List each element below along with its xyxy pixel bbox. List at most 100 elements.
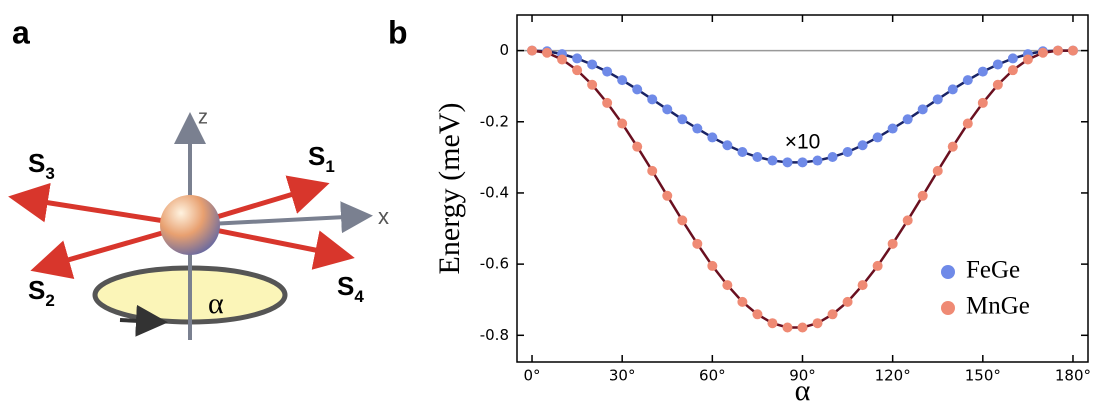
x-tick-label: 0° bbox=[524, 367, 541, 385]
data-point bbox=[572, 53, 583, 64]
data-point bbox=[827, 152, 838, 163]
data-point bbox=[617, 75, 628, 86]
data-point bbox=[812, 155, 823, 166]
data-point bbox=[1007, 53, 1018, 64]
data-point bbox=[737, 296, 748, 307]
atom bbox=[160, 195, 220, 255]
data-point bbox=[872, 132, 883, 143]
y-tick-label: -0.4 bbox=[480, 183, 509, 201]
y-tick-label: -0.6 bbox=[480, 255, 509, 273]
data-point bbox=[707, 260, 718, 271]
data-point bbox=[767, 318, 778, 329]
data-point bbox=[602, 97, 613, 108]
data-point bbox=[722, 280, 733, 291]
data-point bbox=[992, 79, 1003, 90]
svg-text:S4: S4 bbox=[337, 271, 364, 307]
x-tick-label: 120° bbox=[875, 367, 911, 385]
data-point bbox=[932, 94, 943, 105]
data-point bbox=[632, 84, 643, 95]
svg-text:S2: S2 bbox=[28, 275, 55, 311]
data-point bbox=[917, 190, 928, 201]
data-point bbox=[857, 280, 868, 291]
data-point bbox=[647, 165, 658, 176]
data-point bbox=[572, 65, 583, 76]
plot-frame bbox=[516, 14, 1089, 363]
data-point bbox=[977, 66, 988, 77]
y-axis-label: Energy (meV) bbox=[433, 103, 466, 275]
diagram: z x α S1 S2 S3 S4 bbox=[8, 106, 389, 340]
panel-label: b bbox=[388, 14, 408, 50]
panel-label: a bbox=[12, 14, 30, 50]
data-point bbox=[857, 140, 868, 151]
data-point bbox=[737, 147, 748, 158]
data-point bbox=[632, 141, 643, 152]
data-point bbox=[842, 147, 853, 158]
data-point bbox=[842, 296, 853, 307]
data-point bbox=[542, 47, 553, 58]
legend-label: MnGe bbox=[966, 293, 1030, 320]
y-tick-label: -0.2 bbox=[480, 112, 509, 130]
data-point bbox=[752, 309, 763, 320]
spin-label: S bbox=[28, 275, 45, 305]
data-point bbox=[557, 54, 568, 65]
spin-subscript: 2 bbox=[45, 291, 54, 310]
data-point bbox=[647, 94, 658, 105]
data-point bbox=[677, 215, 688, 226]
data-point bbox=[752, 152, 763, 163]
data-point bbox=[887, 238, 898, 249]
data-point bbox=[872, 260, 883, 271]
data-point bbox=[602, 66, 613, 77]
data-point bbox=[992, 59, 1003, 70]
data-point bbox=[827, 309, 838, 320]
legend-marker bbox=[941, 265, 955, 279]
spin-labels: S1 S2 S3 S4 bbox=[28, 141, 364, 311]
x-tick-label: 150° bbox=[965, 367, 1001, 385]
data-point bbox=[962, 75, 973, 86]
data-point bbox=[797, 157, 808, 168]
data-point bbox=[692, 238, 703, 249]
x-tick-label: 90° bbox=[789, 367, 816, 385]
spin-label: S bbox=[337, 271, 354, 301]
data-point bbox=[797, 322, 808, 333]
data-point bbox=[947, 84, 958, 95]
angle-label: α bbox=[208, 287, 224, 320]
data-point bbox=[1052, 45, 1063, 56]
x-tick-label: 180° bbox=[1055, 367, 1091, 385]
data-point bbox=[692, 123, 703, 134]
ring-arrow bbox=[119, 304, 168, 337]
svg-text:S3: S3 bbox=[28, 148, 55, 184]
spin-subscript: 1 bbox=[325, 157, 334, 176]
spin-label: S bbox=[308, 141, 325, 171]
x-tick-label: 30° bbox=[609, 367, 636, 385]
spin-subscript: 3 bbox=[45, 164, 54, 183]
data-point bbox=[977, 97, 988, 108]
data-point bbox=[962, 118, 973, 129]
spin-subscript: 4 bbox=[354, 287, 364, 306]
data-point bbox=[947, 141, 958, 152]
data-point bbox=[902, 114, 913, 125]
data-point bbox=[767, 155, 778, 166]
data-point bbox=[677, 114, 688, 125]
data-point bbox=[707, 132, 718, 143]
data-point bbox=[932, 165, 943, 176]
data-point bbox=[662, 104, 673, 115]
data-point bbox=[527, 45, 538, 56]
fit-line bbox=[531, 49, 1073, 329]
legend-marker bbox=[941, 301, 955, 315]
data-point bbox=[812, 318, 823, 329]
axis-label: x bbox=[378, 204, 389, 229]
annotation: ×10 bbox=[785, 131, 821, 154]
data-point bbox=[917, 104, 928, 115]
data-point bbox=[1022, 54, 1033, 65]
spin-label: S bbox=[28, 148, 45, 178]
chart: 0 -0.2 -0.4 -0.6 -0.8 0° 30° 60° 90° 120° 150° 180°… bbox=[433, 14, 1091, 407]
svg-text:S1: S1 bbox=[308, 141, 335, 177]
data-point bbox=[1037, 47, 1048, 58]
data-point bbox=[1067, 45, 1078, 56]
y-tick-label: 0 bbox=[499, 41, 509, 59]
data-point bbox=[902, 215, 913, 226]
data-point bbox=[782, 322, 793, 333]
x-axis-label: α bbox=[795, 374, 811, 407]
data-point bbox=[587, 79, 598, 90]
